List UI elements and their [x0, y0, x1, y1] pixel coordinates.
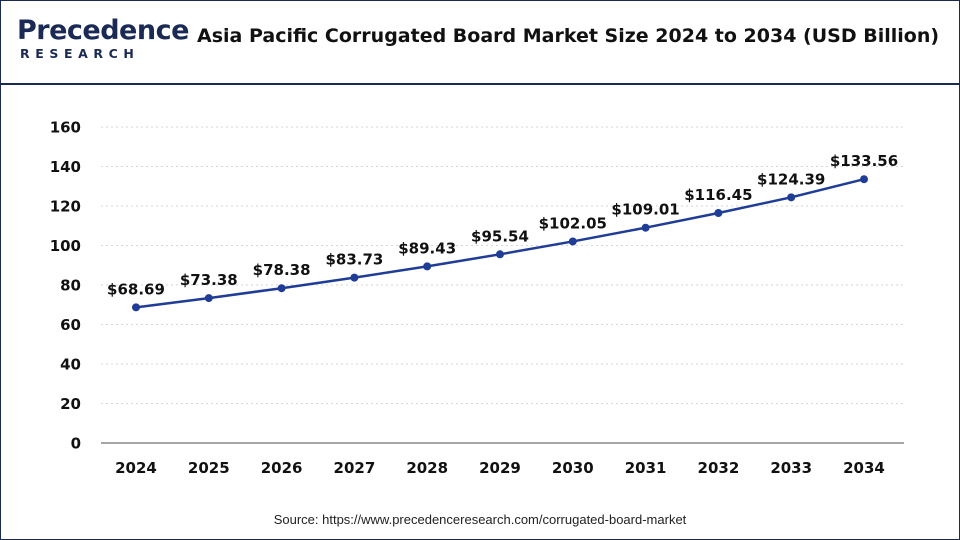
x-tick-label: 2034 — [843, 459, 885, 477]
logo-subtitle: RESEARCH — [20, 46, 140, 61]
x-tick-label: 2029 — [479, 459, 521, 477]
y-tick-label: 140 — [50, 158, 81, 176]
data-label: $124.39 — [757, 170, 825, 188]
x-tick-label: 2030 — [552, 459, 594, 477]
data-label: $78.38 — [253, 261, 311, 279]
line-chart: 0 20 40 60 80 100 120 140 160 2024 2025 2026 2027 202… — [50, 119, 904, 477]
source-note: Source: https://www.precedenceresearch.c… — [273, 512, 687, 527]
data-point — [860, 175, 868, 184]
data-point — [787, 193, 796, 202]
data-label: $95.54 — [471, 227, 529, 245]
x-tick-label: 2025 — [188, 459, 230, 477]
y-tick-label: 100 — [50, 237, 81, 255]
x-tick-label: 2031 — [625, 459, 667, 477]
y-tick-label: 0 — [71, 435, 81, 453]
data-point — [132, 303, 140, 312]
data-series — [132, 175, 868, 312]
y-tick-label: 20 — [60, 395, 81, 413]
y-tick-label: 160 — [50, 119, 81, 137]
y-tick-label: 60 — [60, 316, 81, 334]
x-tick-label: 2033 — [770, 459, 812, 477]
chart-title: Asia Pacific Corrugated Board Market Siz… — [197, 25, 940, 47]
x-tick-label: 2026 — [261, 459, 303, 477]
data-point — [277, 284, 286, 293]
data-label: $68.69 — [107, 280, 165, 298]
data-point — [641, 223, 650, 232]
logo-wordmark: Precedence — [17, 15, 189, 46]
data-label: $109.01 — [611, 201, 679, 219]
x-tick-label: 2027 — [334, 459, 376, 477]
x-tick-label: 2024 — [115, 459, 157, 477]
data-labels: $68.69 $73.38 $78.38 $83.73 $89.43 $95.54 $102… — [107, 152, 898, 298]
y-tick-label: 80 — [60, 277, 81, 295]
y-tick-label: 40 — [60, 356, 81, 374]
data-label: $73.38 — [180, 271, 238, 289]
data-label: $83.73 — [325, 251, 383, 269]
x-tick-label: 2028 — [406, 459, 448, 477]
data-label: $89.43 — [398, 239, 456, 257]
data-point — [714, 209, 723, 218]
data-label: $116.45 — [684, 186, 752, 204]
company-logo: Precedence RESEARCH — [17, 15, 189, 67]
data-label: $102.05 — [539, 214, 607, 232]
y-tick-label: 120 — [50, 198, 81, 216]
x-tick-label: 2032 — [698, 459, 740, 477]
gridlines — [101, 126, 904, 404]
data-point — [204, 294, 213, 303]
data-point — [350, 273, 359, 282]
header: Precedence RESEARCH Asia Pacific Corruga… — [1, 1, 959, 85]
data-point — [423, 262, 432, 271]
axes: 0 20 40 60 80 100 120 140 160 2024 2025 2026 2027 202… — [50, 119, 904, 477]
data-label: $133.56 — [830, 152, 898, 170]
data-point — [496, 250, 504, 259]
data-point — [568, 237, 577, 246]
